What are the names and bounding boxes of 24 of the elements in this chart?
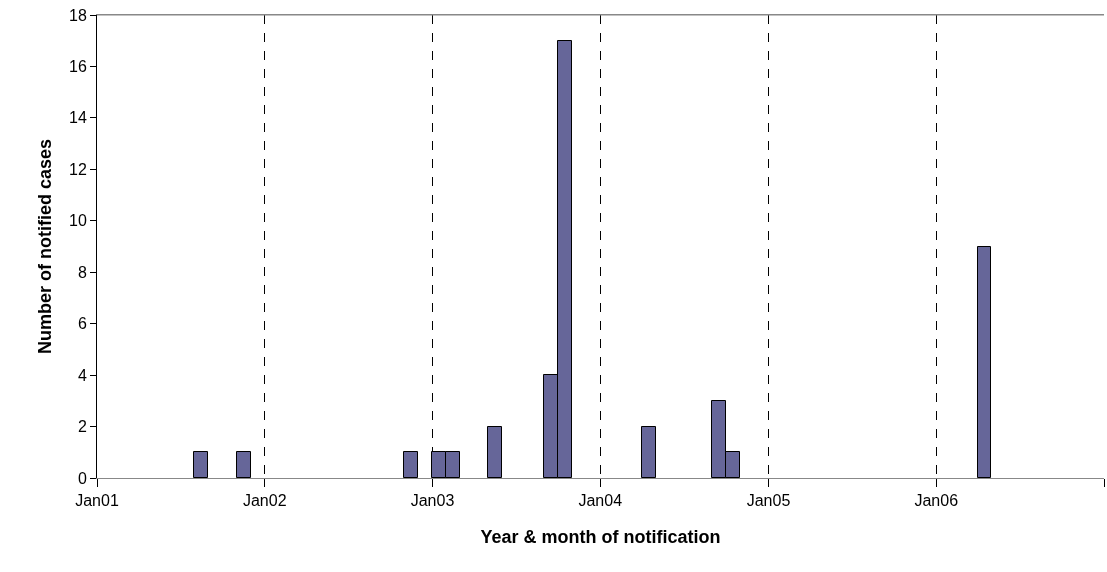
y-tick-label: 12 <box>69 160 87 178</box>
y-tick-label: 10 <box>69 212 87 230</box>
x-axis-title: Year & month of notification <box>480 527 721 548</box>
y-axis-title: Number of notified cases <box>35 138 56 355</box>
bar <box>403 451 418 478</box>
y-tick-label: 6 <box>77 315 87 333</box>
y-tick-label: 16 <box>69 58 87 76</box>
bar <box>193 451 208 478</box>
x-tick-label: Jan05 <box>746 492 791 510</box>
x-tick-label: Jan01 <box>75 492 119 510</box>
x-tick-label: Jan03 <box>410 492 455 510</box>
y-tick-label: 2 <box>77 418 87 436</box>
y-tick-label: 18 <box>69 6 87 24</box>
y-tick-label: 14 <box>69 109 87 127</box>
bar <box>977 246 991 478</box>
x-tick-label: Jan02 <box>242 492 287 510</box>
x-tick-label: Jan04 <box>578 492 623 510</box>
bar <box>641 426 656 478</box>
bar <box>487 426 502 478</box>
y-tick-label: 0 <box>77 469 87 487</box>
y-tick-label: 8 <box>77 263 87 281</box>
x-tick-label: Jan06 <box>914 492 959 510</box>
y-tick-label: 4 <box>77 366 87 384</box>
bar <box>236 451 251 478</box>
